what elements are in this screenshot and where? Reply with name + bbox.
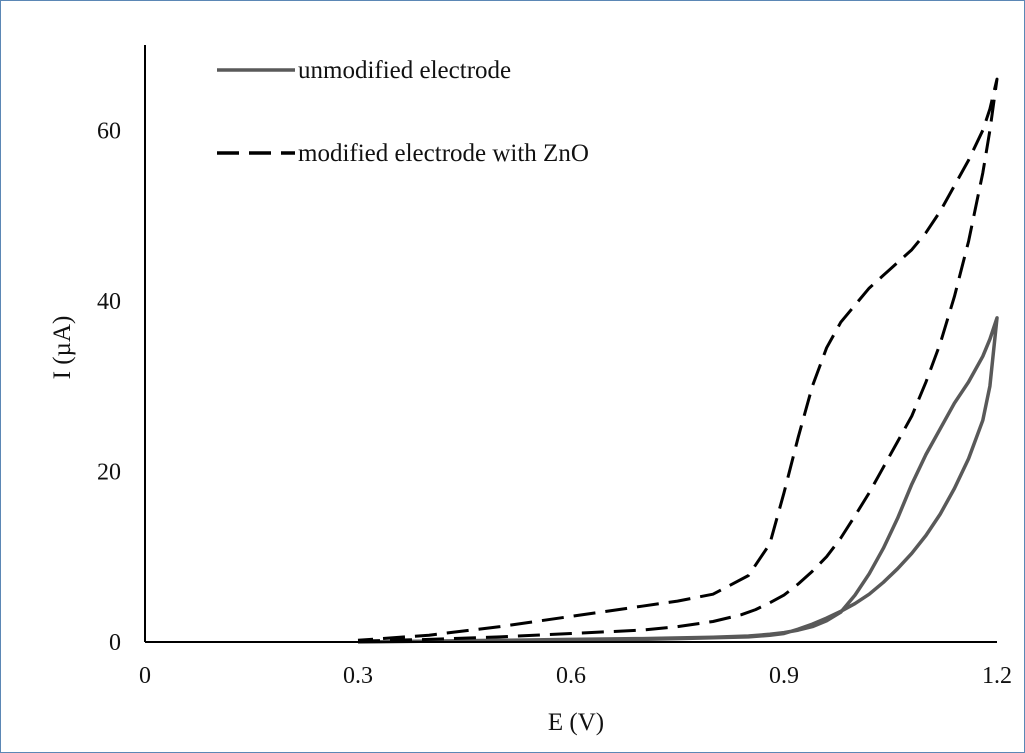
y-tick-label: 60	[97, 118, 121, 144]
x-tick-labels: 0 0.3 0.6 0.9 1.2	[139, 663, 1012, 689]
y-tick-labels: 0 20 40 60	[97, 118, 121, 656]
x-axis-title: E (V)	[548, 709, 604, 736]
legend-label-modified: modified electrode with ZnO	[298, 140, 589, 167]
legend-label-unmodified: unmodified electrode	[298, 57, 511, 84]
x-tick-label: 0	[139, 663, 151, 689]
series-unmodified-line	[357, 316, 999, 644]
x-tick-label: 0.3	[343, 663, 373, 689]
y-axis-title: I (µA)	[49, 316, 76, 380]
x-tick-label: 0.9	[769, 663, 799, 689]
y-tick-label: 40	[97, 289, 121, 315]
series-layer	[357, 77, 999, 644]
y-tick-label: 20	[97, 459, 121, 485]
y-tick-label: 0	[109, 630, 121, 656]
x-tick-label: 1.2	[982, 663, 1012, 689]
series-modified-line	[357, 77, 999, 643]
x-tick-label: 0.6	[556, 663, 586, 689]
legend: unmodified electrode modified electrode …	[217, 57, 589, 167]
